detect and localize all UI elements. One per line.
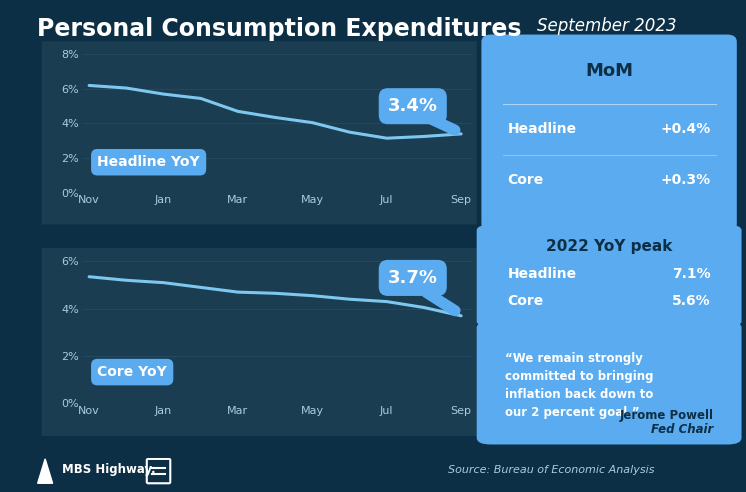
Text: Personal Consumption Expenditures: Personal Consumption Expenditures	[37, 17, 521, 41]
Polygon shape	[37, 459, 52, 483]
Text: MoM: MoM	[585, 62, 633, 80]
Text: Headline: Headline	[507, 267, 577, 281]
Text: 5.6%: 5.6%	[672, 294, 711, 308]
Text: Headline: Headline	[507, 122, 577, 136]
Text: Core: Core	[507, 294, 544, 308]
Text: 7.1%: 7.1%	[672, 267, 711, 281]
Text: +0.4%: +0.4%	[660, 122, 711, 136]
FancyBboxPatch shape	[42, 248, 477, 436]
Text: 2022 YoY peak: 2022 YoY peak	[546, 239, 672, 254]
Text: Core: Core	[507, 173, 544, 187]
Text: Fed Chair: Fed Chair	[651, 423, 713, 435]
FancyBboxPatch shape	[42, 41, 477, 224]
Text: MBS Highway.: MBS Highway.	[62, 463, 156, 476]
Text: 3.4%: 3.4%	[388, 97, 438, 115]
Text: “We remain strongly
committed to bringing
inflation back down to
our 2 percent g: “We remain strongly committed to bringin…	[505, 352, 653, 419]
Text: Jerome Powell: Jerome Powell	[619, 409, 713, 422]
Text: +0.3%: +0.3%	[661, 173, 711, 187]
Text: Source: Bureau of Economic Analysis: Source: Bureau of Economic Analysis	[448, 465, 654, 475]
FancyBboxPatch shape	[477, 321, 742, 444]
Text: 3.7%: 3.7%	[388, 269, 438, 287]
Text: Headline YoY: Headline YoY	[97, 155, 200, 169]
Text: Core YoY: Core YoY	[97, 365, 167, 379]
Text: September 2023: September 2023	[537, 17, 677, 35]
FancyBboxPatch shape	[477, 225, 742, 327]
FancyBboxPatch shape	[481, 34, 737, 231]
